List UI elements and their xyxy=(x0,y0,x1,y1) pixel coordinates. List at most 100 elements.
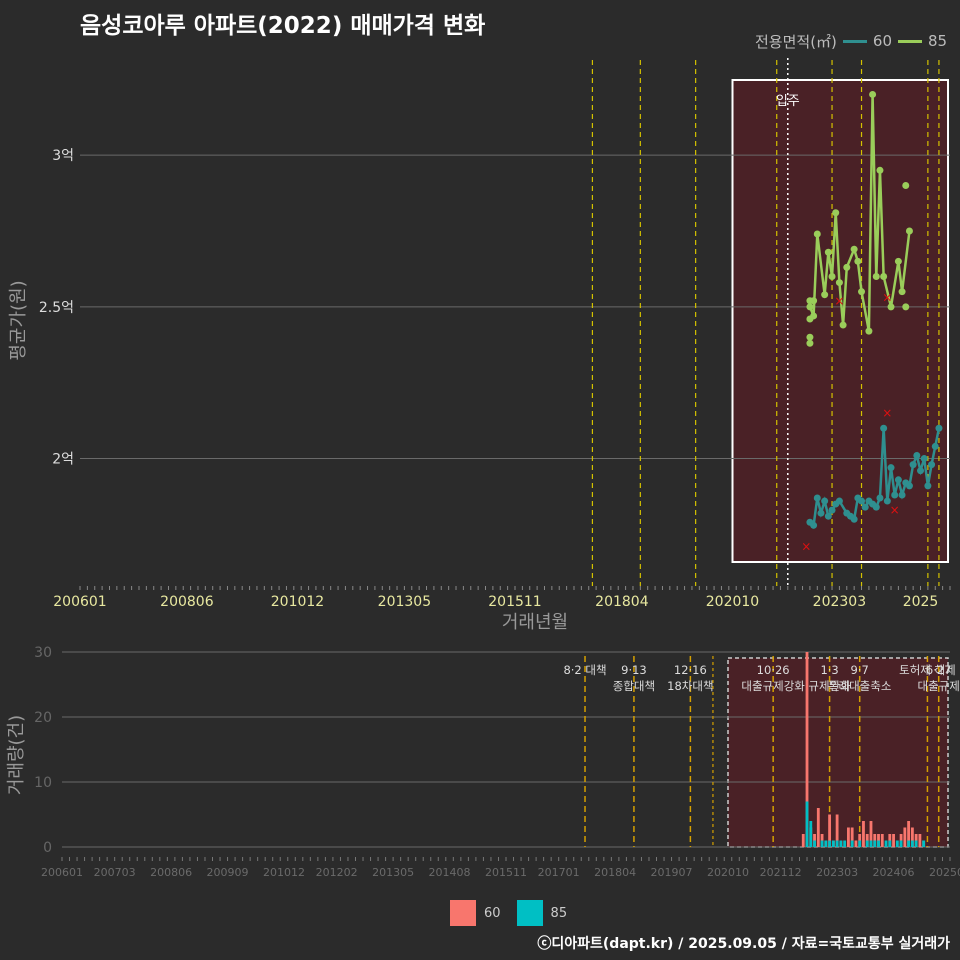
bar-60 xyxy=(816,808,820,847)
policy-label: 대출규제 xyxy=(918,679,960,693)
legend-title: 전용면적(㎡) xyxy=(755,32,837,51)
data-point-60 xyxy=(931,442,939,450)
x-tick-label: 201804 xyxy=(595,594,649,610)
data-point-85 xyxy=(902,181,910,189)
legend-area: 전용면적(㎡) 60 85 xyxy=(755,30,947,52)
x-tick-label: 202406 xyxy=(873,866,915,879)
bar-85 xyxy=(914,840,918,847)
policy-label: 대출규제강화 xyxy=(741,679,805,693)
legend-label-85: 85 xyxy=(928,32,948,50)
x-tick-label: 200601 xyxy=(41,866,83,879)
data-point-85 xyxy=(898,288,906,296)
volume-legend-label-60: 60 xyxy=(484,905,501,921)
move-in-label: 입주 xyxy=(776,94,800,109)
data-point-60 xyxy=(905,482,913,490)
x-tick-label: 202303 xyxy=(813,594,866,610)
policy-label: 18차대책 xyxy=(667,679,713,693)
bar-85 xyxy=(831,840,835,847)
policy-label: 6·27 xyxy=(926,663,952,677)
data-point-85 xyxy=(887,303,895,311)
x-tick-label: 201907 xyxy=(651,866,693,879)
bar-60 xyxy=(850,827,854,847)
data-point-85 xyxy=(813,230,821,238)
policy-label: 특례대출축소 xyxy=(828,679,891,693)
data-point-85 xyxy=(858,288,866,296)
data-point-85 xyxy=(835,279,843,287)
bar-85 xyxy=(809,821,813,847)
bar-85 xyxy=(884,840,888,847)
y-tick-label: 2.5억 xyxy=(39,300,74,316)
data-point-60 xyxy=(858,497,866,505)
bar-85 xyxy=(910,840,914,847)
price-chart: 2억 2.5억 3억 입주 200601 200806 201012 201305 201511… xyxy=(8,58,951,633)
x-tick-label: 201012 xyxy=(271,594,324,610)
bar-85 xyxy=(895,840,899,847)
data-point-60 xyxy=(935,424,943,432)
data-point-85 xyxy=(869,90,877,98)
data-point-60 xyxy=(817,509,825,517)
data-point-85 xyxy=(850,245,858,253)
footer-credit: ⓒ디아파트(dapt.kr) / 2025.09.05 / 자료=국토교통부 실… xyxy=(537,936,950,952)
data-point-60 xyxy=(861,503,869,511)
bar-85 xyxy=(820,840,824,847)
legend-swatch-85 xyxy=(898,39,922,43)
data-point-60 xyxy=(924,482,932,490)
bar-85 xyxy=(877,840,880,847)
x-tick-label: 200601 xyxy=(53,594,106,610)
x-tick-label: 202010 xyxy=(707,866,749,879)
bar-60 xyxy=(910,827,914,847)
policy-label: 토허제 해제 xyxy=(899,663,956,677)
data-point-60 xyxy=(835,497,843,505)
data-point-85 xyxy=(806,315,814,323)
y-tick-label: 2억 xyxy=(52,452,74,468)
data-point-85 xyxy=(902,303,910,311)
bar-60 xyxy=(862,821,865,847)
data-point-60 xyxy=(887,464,895,472)
data-point-85 xyxy=(843,263,851,271)
data-point-60 xyxy=(824,512,832,520)
bar-60 xyxy=(880,834,884,847)
x-tick-label: 2025 xyxy=(903,594,939,610)
bar-60 xyxy=(828,814,832,847)
bar-85 xyxy=(899,840,903,847)
x-tick-label: 201305 xyxy=(372,866,414,879)
volume-chart: 0 10 20 30 8·2 대책 9·13 종합대책 12·16 18차대책 10·26 대출규제… xyxy=(6,645,960,879)
data-point-85 xyxy=(824,248,832,256)
volume-legend-label-85: 85 xyxy=(550,905,568,921)
data-point-85 xyxy=(905,227,913,235)
y-tick-label: 3억 xyxy=(52,148,74,164)
legend-swatch-60 xyxy=(842,39,867,43)
x-tick-label: 202509 xyxy=(929,866,960,879)
bar-85 xyxy=(907,840,911,847)
data-point-60 xyxy=(821,497,829,505)
data-point-85 xyxy=(865,327,873,335)
bar-60 xyxy=(846,827,850,847)
data-point-60 xyxy=(883,497,891,505)
y-axis-title: 거래량(건) xyxy=(6,715,27,795)
data-point-60 xyxy=(898,491,906,499)
cancel-marker: × xyxy=(890,503,900,517)
bar-60 xyxy=(854,840,858,847)
data-point-85 xyxy=(806,303,814,311)
bar-85 xyxy=(922,840,926,847)
bar-60 xyxy=(801,834,805,847)
cancel-marker: × xyxy=(834,294,844,308)
y-axis-title: 평균가(원) xyxy=(8,280,29,360)
policy-label: 10·26 xyxy=(757,663,790,677)
bar-60 xyxy=(869,821,873,847)
cancel-marker: × xyxy=(882,291,892,305)
cancel-marker: × xyxy=(882,406,892,420)
data-point-60 xyxy=(891,491,899,499)
x-tick-label: 200806 xyxy=(160,594,214,610)
bar-85 xyxy=(824,840,828,847)
data-point-85 xyxy=(806,333,814,341)
bar-60 xyxy=(805,652,809,847)
y-tick-label: 20 xyxy=(34,710,52,726)
bar-85 xyxy=(839,840,843,847)
x-tick-label: 200909 xyxy=(207,866,249,879)
x-tick-label: 201511 xyxy=(485,866,527,879)
data-point-60 xyxy=(909,461,917,469)
data-point-85 xyxy=(894,257,902,265)
data-point-60 xyxy=(828,506,836,514)
data-point-60 xyxy=(920,455,928,463)
